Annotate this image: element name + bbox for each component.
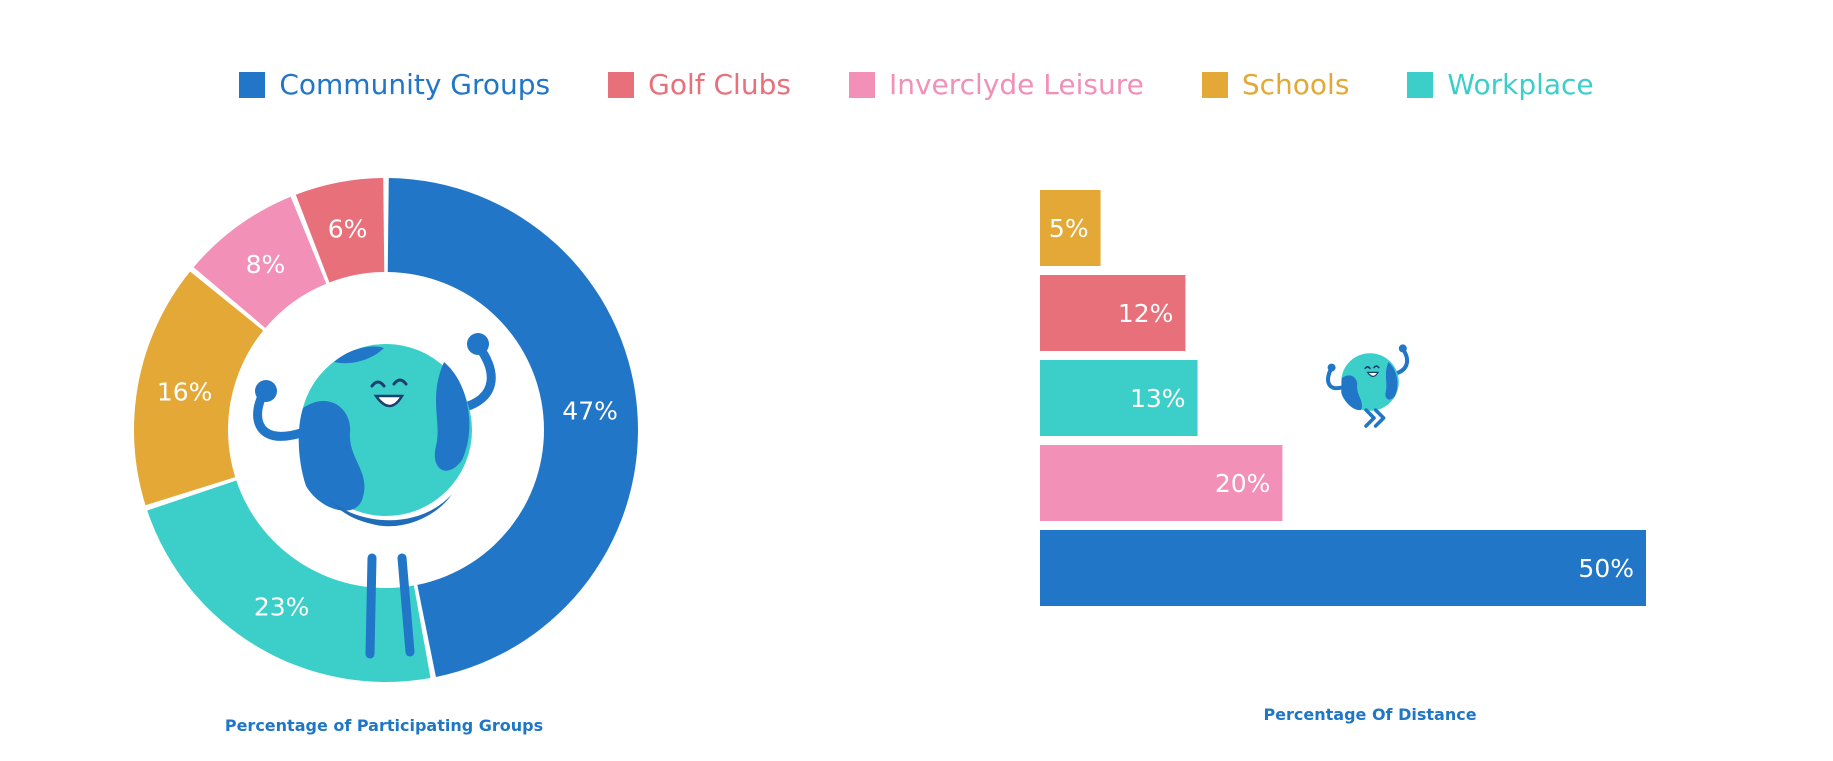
donut-segment bbox=[295, 178, 385, 283]
donut-segment-label: 16% bbox=[157, 378, 213, 407]
bar-label: 12% bbox=[1118, 299, 1174, 328]
donut-chart: 47% 23% 16% 8% 6% bbox=[133, 178, 639, 682]
donut-segment-label: 8% bbox=[246, 250, 286, 279]
bar-label: 50% bbox=[1578, 554, 1634, 583]
bar-label: 13% bbox=[1130, 384, 1186, 413]
bar bbox=[1040, 275, 1186, 351]
bar bbox=[1040, 445, 1283, 521]
bar-chart: 5% 12% 13% 20% 50% bbox=[1040, 190, 1646, 606]
donut-segment-label: 47% bbox=[562, 397, 618, 426]
donut-segment-label: 6% bbox=[328, 215, 368, 244]
legend-swatch bbox=[608, 71, 635, 98]
legend-swatch bbox=[1407, 71, 1434, 98]
donut-caption: Percentage of Participating Groups bbox=[224, 716, 544, 735]
legend-item: Workplace bbox=[1407, 68, 1594, 101]
legend-item: Schools bbox=[1201, 68, 1350, 101]
legend-label: Community Groups bbox=[279, 68, 551, 101]
bars-caption: Percentage Of Distance bbox=[1263, 705, 1477, 724]
globe-mascot-icon bbox=[253, 333, 496, 659]
legend-label: Workplace bbox=[1447, 68, 1594, 101]
legend-swatch bbox=[848, 71, 875, 98]
legend: Community Groups Golf Clubs Inverclyde Lei… bbox=[0, 68, 1833, 101]
legend-label: Schools bbox=[1241, 68, 1350, 101]
legend-label: Inverclyde Leisure bbox=[888, 68, 1144, 101]
legend-label: Golf Clubs bbox=[648, 68, 791, 101]
donut-segment bbox=[193, 196, 327, 328]
legend-swatch bbox=[239, 71, 266, 98]
legend-swatch bbox=[1201, 71, 1228, 98]
legend-item: Community Groups bbox=[239, 68, 550, 101]
bar bbox=[1040, 190, 1101, 266]
donut-segment bbox=[147, 480, 431, 682]
donut-segment-label: 23% bbox=[254, 592, 310, 621]
bar bbox=[1040, 360, 1198, 436]
legend-item: Golf Clubs bbox=[608, 68, 791, 101]
donut-segment bbox=[133, 271, 264, 506]
bar bbox=[1040, 530, 1646, 606]
bar-label: 5% bbox=[1049, 214, 1089, 243]
legend-item: Inverclyde Leisure bbox=[848, 68, 1144, 101]
donut-segment bbox=[387, 178, 639, 678]
bar-label: 20% bbox=[1215, 469, 1271, 498]
globe-mascot-icon bbox=[1326, 344, 1410, 428]
